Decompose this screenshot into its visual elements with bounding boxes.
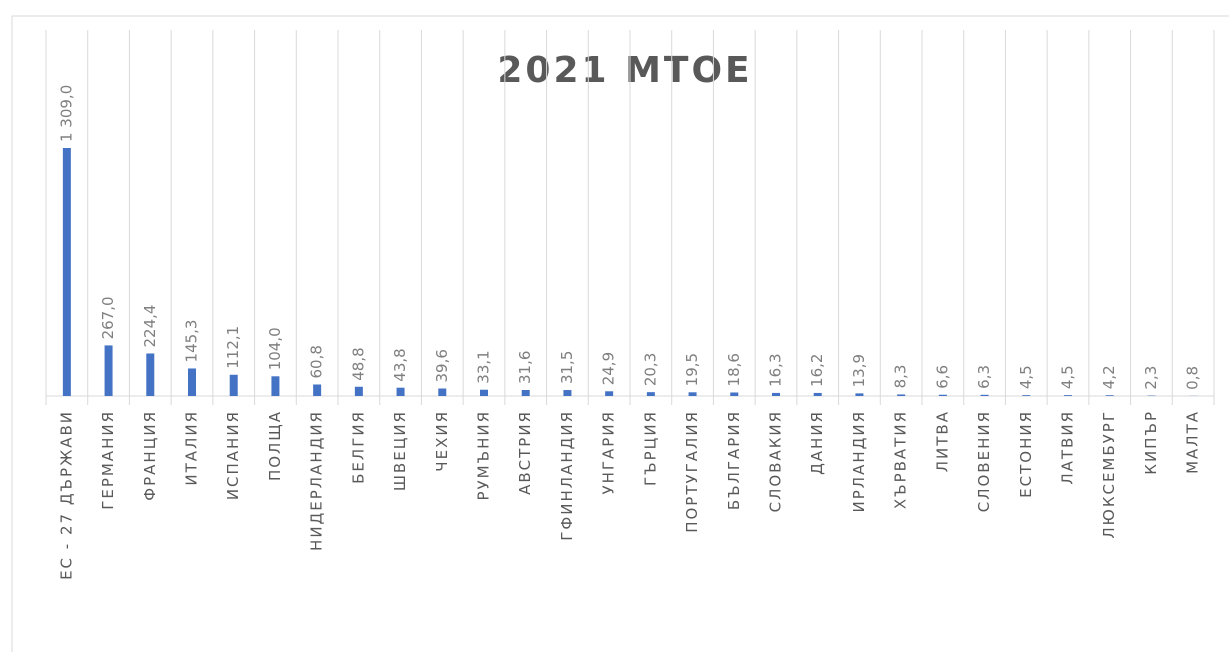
value-label: 4,5 bbox=[1059, 365, 1077, 389]
value-label: 19,5 bbox=[683, 353, 701, 386]
category-label: БЕЛГИЯ bbox=[349, 410, 367, 484]
value-label: 6,6 bbox=[933, 365, 951, 389]
bar bbox=[897, 394, 906, 396]
value-label: 39,6 bbox=[433, 349, 451, 382]
value-label: 104,0 bbox=[266, 327, 284, 370]
category-label: ЛИТВА bbox=[933, 410, 951, 472]
bar bbox=[188, 368, 196, 396]
category-label: ЕСТОНИЯ bbox=[1017, 410, 1035, 498]
value-label: 2,3 bbox=[1142, 366, 1160, 390]
value-label: 31,6 bbox=[516, 351, 534, 384]
bar bbox=[772, 392, 780, 396]
bar bbox=[354, 386, 363, 396]
value-label: 4,2 bbox=[1100, 365, 1118, 389]
value-label: 31,5 bbox=[558, 351, 576, 384]
bar bbox=[438, 388, 447, 396]
value-label: 13,9 bbox=[850, 354, 868, 387]
value-label: 43,8 bbox=[391, 348, 409, 381]
value-label: 60,8 bbox=[308, 345, 326, 378]
value-label: 16,3 bbox=[767, 354, 785, 387]
category-label: ЛАТВИЯ bbox=[1059, 410, 1077, 485]
value-label: 24,9 bbox=[600, 352, 618, 385]
category-label: УНГАРИЯ bbox=[600, 410, 618, 495]
category-label: ИТАЛИЯ bbox=[183, 410, 201, 486]
bar bbox=[271, 376, 280, 396]
category-label: БЪЛГАРИЯ bbox=[725, 410, 743, 510]
bar bbox=[980, 394, 989, 396]
value-label: 20,3 bbox=[641, 353, 659, 386]
bar bbox=[480, 389, 488, 396]
bar bbox=[1022, 395, 1031, 396]
bar bbox=[62, 148, 71, 396]
bar bbox=[730, 392, 739, 396]
bar bbox=[646, 392, 655, 396]
category-label: НИДЕРЛАНДИЯ bbox=[308, 410, 326, 551]
value-label: 267,0 bbox=[99, 296, 117, 339]
category-label: ИРЛАНДИЯ bbox=[850, 410, 868, 512]
chart-title: 2021 MTOE bbox=[497, 50, 752, 91]
category-label: ШВЕЦИЯ bbox=[391, 410, 409, 491]
category-label: МАЛТА bbox=[1184, 410, 1202, 474]
bar bbox=[104, 345, 113, 396]
value-label: 4,5 bbox=[1017, 365, 1035, 389]
bar bbox=[229, 374, 238, 396]
value-label: 6,3 bbox=[975, 365, 993, 389]
value-label: 16,2 bbox=[808, 354, 826, 387]
value-label: 112,1 bbox=[224, 326, 242, 369]
value-label: 33,1 bbox=[475, 350, 493, 383]
category-label: ПОРТУГАЛИЯ bbox=[683, 410, 701, 533]
value-label: 18,6 bbox=[725, 353, 743, 386]
bar bbox=[563, 390, 572, 396]
category-label: СЛОВЕНИЯ bbox=[975, 410, 993, 512]
category-label: ИСПАНИЯ bbox=[224, 410, 242, 500]
category-label: АВСТРИЯ bbox=[516, 410, 534, 495]
category-label: ЧЕХИЯ bbox=[433, 410, 451, 472]
bar bbox=[813, 392, 822, 396]
bar bbox=[521, 390, 530, 396]
bar bbox=[1064, 395, 1072, 396]
bar bbox=[938, 394, 947, 396]
category-label: ДАНИЯ bbox=[808, 410, 826, 475]
category-label: КИПЪР bbox=[1142, 410, 1160, 475]
value-label: 48,8 bbox=[349, 347, 367, 380]
bar bbox=[688, 392, 697, 396]
category-label: ГЪРЦИЯ bbox=[641, 410, 659, 486]
value-label: 1 309,0 bbox=[57, 85, 75, 142]
category-label: РУМЪНИЯ bbox=[475, 410, 493, 501]
category-label: ЕС - 27 ДЪРЖАВИ bbox=[57, 410, 75, 580]
value-label: 145,3 bbox=[183, 320, 201, 363]
category-label: ПОЛЩА bbox=[266, 410, 284, 481]
bar bbox=[313, 384, 322, 396]
category-label: СЛОВАКИЯ bbox=[767, 410, 785, 512]
category-label: ГЕРМАНИЯ bbox=[99, 410, 117, 510]
bar bbox=[396, 387, 405, 396]
value-label: 0,8 bbox=[1184, 366, 1202, 390]
value-label: 224,4 bbox=[141, 305, 159, 348]
chart-frame bbox=[11, 15, 1229, 652]
category-label: ГФИНЛАНДИЯ bbox=[558, 410, 576, 541]
category-label: ЛЮКСЕМБУРГ bbox=[1100, 410, 1118, 539]
value-label: 8,3 bbox=[892, 365, 910, 389]
bar bbox=[146, 353, 155, 396]
bar bbox=[855, 393, 864, 396]
bar bbox=[605, 391, 614, 396]
category-label: ФРАНЦИЯ bbox=[141, 410, 159, 501]
category-label: ХЪРВАТИЯ bbox=[892, 410, 910, 509]
bar bbox=[1105, 395, 1114, 396]
